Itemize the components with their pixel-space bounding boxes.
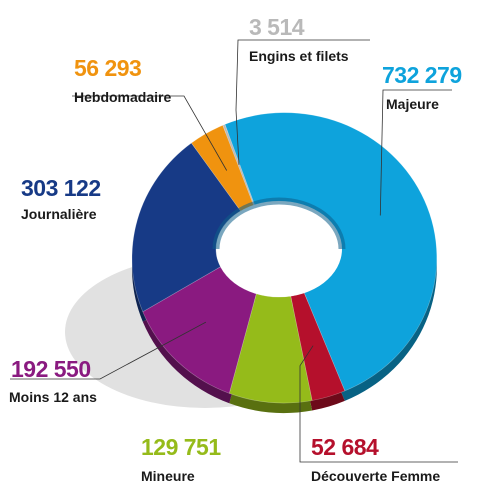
category-label-mineure: Mineure [141,468,195,484]
value-label-mineure: 129 751 [141,434,221,460]
leader-line-decouverte-femme [299,345,458,463]
category-label-decouverte-femme: Découverte Femme [311,468,440,484]
value-label-engins-et-filets: 3 514 [249,14,305,40]
category-label-journaliere: Journalière [21,206,97,222]
value-label-journaliere: 303 122 [21,175,101,201]
leader-line-majeure [379,89,452,216]
category-label-hebdomadaire: Hebdomadaire [74,89,171,105]
category-label-moins-12-ans: Moins 12 ans [9,389,97,405]
value-label-hebdomadaire: 56 293 [74,55,141,81]
value-label-decouverte-femme: 52 684 [311,434,379,460]
leader-line-hebdomadaire [72,95,228,171]
value-label-majeure: 732 279 [382,62,462,88]
category-label-engins-et-filets: Engins et filets [249,48,349,64]
leader-line-moins-12-ans [10,321,207,380]
category-label-majeure: Majeure [386,96,439,112]
value-label-moins-12-ans: 192 550 [11,356,91,382]
donut-hole [216,201,342,297]
donut-hole-rim [212,197,346,250]
leader-line-engins-et-filets [235,39,370,165]
